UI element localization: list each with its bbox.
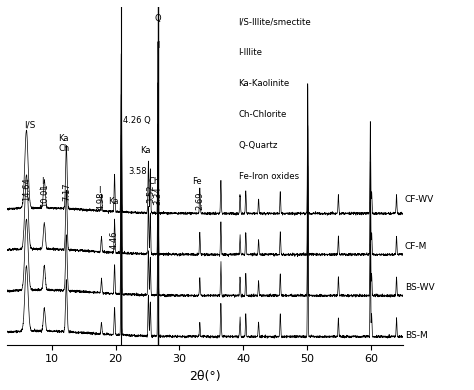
- Text: CF-WV: CF-WV: [405, 195, 434, 204]
- Text: BS-WV: BS-WV: [405, 284, 435, 292]
- Text: 14.64: 14.64: [22, 178, 31, 202]
- Text: Ka: Ka: [140, 146, 150, 155]
- Text: BS-M: BS-M: [405, 331, 428, 340]
- Text: Ch-Chlorite: Ch-Chlorite: [238, 110, 287, 119]
- Text: Ch: Ch: [58, 144, 69, 153]
- Text: 3.34: 3.34: [154, 186, 163, 205]
- Text: Ch: Ch: [149, 177, 160, 186]
- Text: |: |: [157, 41, 159, 48]
- Text: Ka: Ka: [108, 197, 118, 206]
- Text: 3.58: 3.58: [128, 167, 147, 176]
- Text: I-Illite: I-Illite: [238, 48, 263, 57]
- Text: 7.17: 7.17: [62, 183, 71, 202]
- Text: I/S-Illite/smectite: I/S-Illite/smectite: [238, 17, 311, 26]
- Text: —: —: [38, 186, 46, 192]
- Text: Q: Q: [155, 14, 161, 23]
- Text: Ka-Kaolinite: Ka-Kaolinite: [238, 79, 290, 88]
- Text: 4.46: 4.46: [110, 231, 119, 250]
- X-axis label: 2θ(°): 2θ(°): [189, 370, 221, 383]
- Text: I: I: [98, 186, 101, 195]
- Text: —: —: [96, 195, 103, 201]
- Text: 4.98: 4.98: [97, 191, 106, 210]
- Text: 4.26 Q: 4.26 Q: [123, 116, 150, 125]
- Text: Fe-Iron oxides: Fe-Iron oxides: [238, 172, 299, 181]
- Text: I: I: [41, 177, 43, 186]
- Text: I/S: I/S: [24, 121, 36, 129]
- Text: 10.01: 10.01: [40, 183, 49, 207]
- Text: 3.52: 3.52: [146, 185, 155, 203]
- Text: Ka: Ka: [58, 134, 69, 143]
- Text: 2.69: 2.69: [195, 191, 204, 210]
- Text: CF-M: CF-M: [405, 243, 427, 252]
- Text: Fe: Fe: [192, 177, 202, 186]
- Text: Q-Quartz: Q-Quartz: [238, 142, 278, 151]
